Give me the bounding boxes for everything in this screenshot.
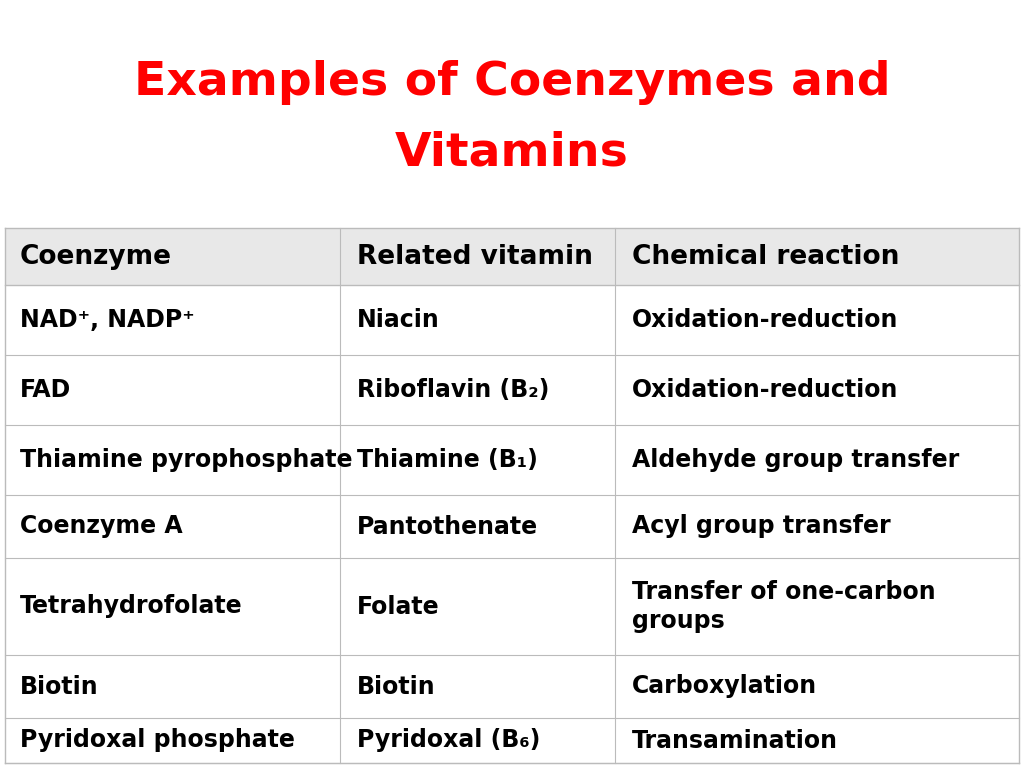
Text: Carboxylation: Carboxylation xyxy=(632,674,817,699)
Text: Examples of Coenzymes and: Examples of Coenzymes and xyxy=(134,60,890,105)
Text: Aldehyde group transfer: Aldehyde group transfer xyxy=(632,448,959,472)
Text: Pyridoxal phosphate: Pyridoxal phosphate xyxy=(20,729,295,753)
Text: Thiamine (B₁): Thiamine (B₁) xyxy=(357,448,538,472)
Text: Coenzyme A: Coenzyme A xyxy=(20,515,182,538)
Bar xyxy=(5,655,1019,718)
Text: Coenzyme: Coenzyme xyxy=(20,243,172,270)
Bar xyxy=(5,285,1019,355)
Bar xyxy=(5,558,1019,655)
Text: NAD⁺, NADP⁺: NAD⁺, NADP⁺ xyxy=(20,308,195,332)
Text: Riboflavin (B₂): Riboflavin (B₂) xyxy=(357,378,549,402)
Text: Thiamine pyrophosphate: Thiamine pyrophosphate xyxy=(20,448,352,472)
Bar xyxy=(5,718,1019,763)
Text: Biotin: Biotin xyxy=(20,674,98,699)
Text: Pyridoxal (B₆): Pyridoxal (B₆) xyxy=(357,729,541,753)
Text: FAD: FAD xyxy=(20,378,72,402)
Text: Oxidation-reduction: Oxidation-reduction xyxy=(632,308,898,332)
Text: Chemical reaction: Chemical reaction xyxy=(632,243,899,270)
Text: Folate: Folate xyxy=(357,594,439,618)
Text: Niacin: Niacin xyxy=(357,308,439,332)
Text: Pantothenate: Pantothenate xyxy=(357,515,539,538)
Bar xyxy=(5,495,1019,558)
Text: Transfer of one-carbon
groups: Transfer of one-carbon groups xyxy=(632,580,936,634)
Text: Oxidation-reduction: Oxidation-reduction xyxy=(632,378,898,402)
Text: Acyl group transfer: Acyl group transfer xyxy=(632,515,891,538)
Text: Related vitamin: Related vitamin xyxy=(357,243,593,270)
Bar xyxy=(5,425,1019,495)
Text: Vitamins: Vitamins xyxy=(395,130,629,175)
Bar xyxy=(5,355,1019,425)
Text: Tetrahydrofolate: Tetrahydrofolate xyxy=(20,594,243,618)
Bar xyxy=(5,228,1019,285)
Text: Biotin: Biotin xyxy=(357,674,435,699)
Text: Transamination: Transamination xyxy=(632,729,838,753)
